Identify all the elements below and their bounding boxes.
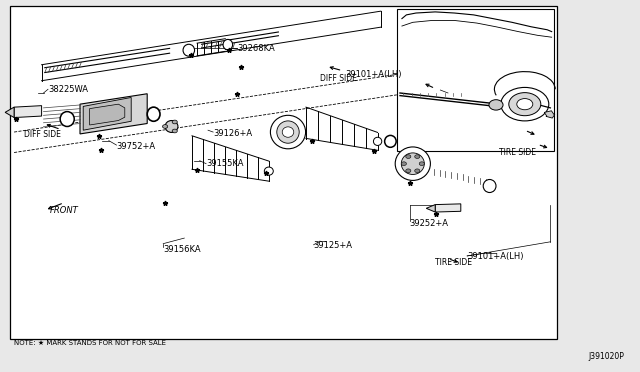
Text: FRONT: FRONT xyxy=(50,206,78,215)
Ellipse shape xyxy=(172,120,177,124)
Text: TIRE SIDE: TIRE SIDE xyxy=(435,258,472,267)
Polygon shape xyxy=(5,107,14,118)
Ellipse shape xyxy=(163,125,168,128)
Ellipse shape xyxy=(147,107,160,121)
Text: 39156KA: 39156KA xyxy=(163,245,201,254)
Text: 39252+A: 39252+A xyxy=(410,219,449,228)
Text: 39752+A: 39752+A xyxy=(116,142,156,151)
Polygon shape xyxy=(80,94,147,134)
Text: 39126+A: 39126+A xyxy=(213,129,252,138)
Ellipse shape xyxy=(483,180,496,193)
Ellipse shape xyxy=(60,112,74,126)
Ellipse shape xyxy=(406,155,411,158)
Ellipse shape xyxy=(264,167,273,175)
Text: 39101+A(LH): 39101+A(LH) xyxy=(467,252,524,261)
Bar xyxy=(10,6,557,339)
Polygon shape xyxy=(426,205,435,212)
FancyArrow shape xyxy=(544,111,555,118)
Text: 38225WA: 38225WA xyxy=(48,85,88,94)
Ellipse shape xyxy=(401,162,406,166)
Ellipse shape xyxy=(509,93,541,116)
Ellipse shape xyxy=(183,44,195,56)
Text: J391020P: J391020P xyxy=(589,352,625,361)
Ellipse shape xyxy=(396,147,431,180)
Ellipse shape xyxy=(401,153,424,174)
Polygon shape xyxy=(90,104,125,125)
Ellipse shape xyxy=(277,121,300,143)
Text: TIRE SIDE: TIRE SIDE xyxy=(499,148,536,157)
Ellipse shape xyxy=(406,169,411,173)
Ellipse shape xyxy=(415,169,420,173)
Ellipse shape xyxy=(165,121,178,132)
Ellipse shape xyxy=(282,127,294,137)
Bar xyxy=(397,9,554,151)
Text: 39268KA: 39268KA xyxy=(237,44,275,53)
Ellipse shape xyxy=(419,162,424,166)
Ellipse shape xyxy=(517,99,532,110)
Text: DIFF SIDE: DIFF SIDE xyxy=(24,130,61,139)
Ellipse shape xyxy=(270,115,306,149)
Polygon shape xyxy=(435,204,461,212)
Text: NOTE: ★ MARK STANDS FOR NOT FOR SALE: NOTE: ★ MARK STANDS FOR NOT FOR SALE xyxy=(14,340,166,346)
Polygon shape xyxy=(14,106,42,118)
Text: 39101+A(LH): 39101+A(LH) xyxy=(346,70,402,79)
Ellipse shape xyxy=(500,87,548,121)
Ellipse shape xyxy=(223,39,233,50)
Ellipse shape xyxy=(172,129,177,133)
Ellipse shape xyxy=(373,137,381,145)
Ellipse shape xyxy=(489,100,503,110)
Polygon shape xyxy=(83,97,131,130)
Ellipse shape xyxy=(385,135,396,147)
Ellipse shape xyxy=(415,155,420,158)
Text: 39155KA: 39155KA xyxy=(206,159,244,168)
Text: 39125+A: 39125+A xyxy=(314,241,353,250)
Text: DIFF SIDE: DIFF SIDE xyxy=(320,74,357,83)
